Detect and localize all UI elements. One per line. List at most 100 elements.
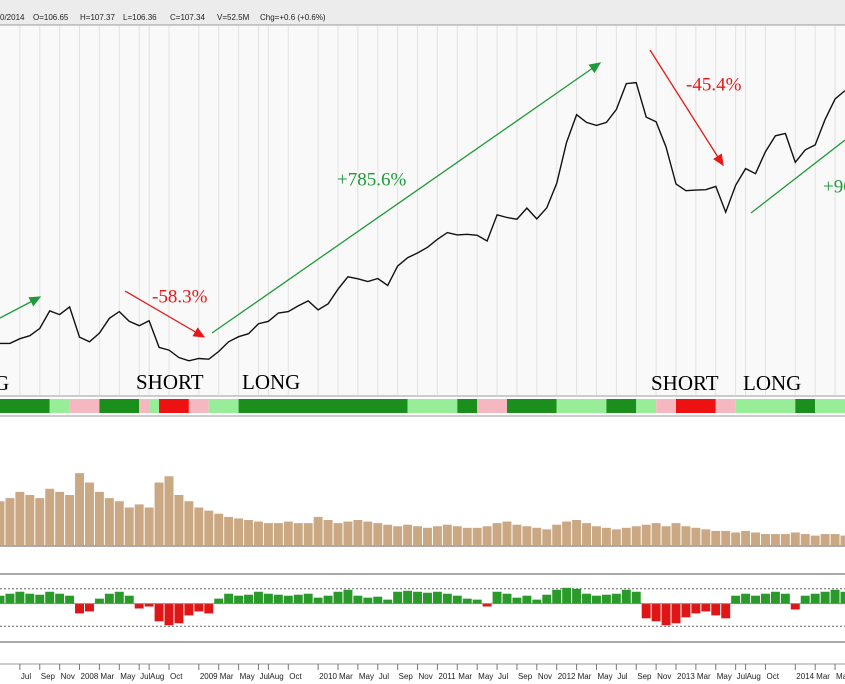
oscillator-bar bbox=[721, 603, 731, 619]
oscillator-bar bbox=[482, 603, 492, 607]
oscillator-bar bbox=[393, 591, 403, 604]
x-tick-label: Mar bbox=[339, 672, 353, 681]
oscillator-bar bbox=[25, 593, 35, 604]
volume-bar bbox=[114, 501, 124, 545]
oscillator-bar bbox=[184, 603, 194, 616]
volume-bar bbox=[770, 534, 780, 545]
regime-segment bbox=[69, 399, 100, 413]
oscillator-bar bbox=[671, 603, 681, 624]
oscillator-bar bbox=[333, 591, 343, 604]
oscillator-bar bbox=[741, 593, 751, 604]
volume-bar bbox=[244, 520, 254, 545]
volume-bar bbox=[343, 521, 353, 545]
regime-label: G bbox=[0, 371, 9, 395]
volume-bar bbox=[363, 521, 373, 545]
volume-bar bbox=[253, 521, 263, 545]
oscillator-bar bbox=[542, 594, 552, 604]
regime-segment bbox=[139, 399, 150, 413]
volume-bar bbox=[552, 524, 562, 545]
x-tick-label: Oct bbox=[766, 672, 779, 681]
volume-bar bbox=[800, 534, 810, 545]
regime-label: LONG bbox=[743, 371, 801, 395]
oscillator-bar bbox=[273, 594, 283, 604]
x-tick-label: 2011 bbox=[438, 672, 456, 681]
oscillator-bar bbox=[94, 598, 104, 604]
oscillator-bar bbox=[244, 594, 254, 604]
x-tick-label: Jul bbox=[379, 672, 389, 681]
oscillator-bar bbox=[5, 593, 15, 604]
volume-bar bbox=[124, 507, 134, 545]
header-bar bbox=[0, 0, 845, 25]
x-tick-label: Jul bbox=[737, 672, 747, 681]
volume-bar bbox=[621, 527, 631, 545]
volume-bar bbox=[393, 526, 403, 545]
volume-bar bbox=[721, 530, 731, 545]
oscillator-bar bbox=[75, 603, 85, 614]
regime-label: SHORT bbox=[651, 371, 719, 395]
regime-segment bbox=[99, 399, 140, 413]
volume-bar bbox=[273, 523, 283, 545]
volume-bar bbox=[482, 526, 492, 545]
volume-bar bbox=[462, 527, 472, 545]
oscillator-bar bbox=[253, 591, 263, 604]
oscillator-bar bbox=[780, 593, 790, 604]
loss-annotation: -58.3% bbox=[152, 286, 208, 307]
x-tick-label: May bbox=[359, 672, 374, 681]
x-tick-label: Mar bbox=[458, 672, 472, 681]
oscillator-bar bbox=[373, 596, 383, 604]
volume-bar bbox=[671, 523, 681, 545]
oscillator-bar bbox=[124, 595, 134, 604]
volume-bar bbox=[174, 495, 184, 545]
price-line bbox=[0, 81, 845, 362]
oscillator-bar bbox=[313, 597, 323, 604]
oscillator-bar bbox=[562, 587, 572, 604]
oscillator-bar bbox=[532, 599, 542, 604]
oscillator-bar bbox=[591, 595, 601, 604]
oscillator-bar bbox=[432, 591, 442, 604]
volume-bar bbox=[353, 520, 363, 545]
trend-arrow bbox=[124, 290, 206, 338]
oscillator-bar bbox=[810, 593, 820, 604]
volume-bar bbox=[432, 526, 442, 545]
oscillator-bar bbox=[462, 598, 472, 604]
x-tick-label: 2012 bbox=[558, 672, 576, 681]
loss-annotation: -45.4% bbox=[686, 74, 742, 95]
oscillator-bar bbox=[611, 593, 621, 604]
x-tick-label: 2009 bbox=[200, 672, 218, 681]
x-tick-label: 2010 bbox=[319, 672, 337, 681]
x-tick-label: 2014 bbox=[796, 672, 814, 681]
regime-segment bbox=[676, 399, 716, 413]
oscillator-bar bbox=[512, 597, 522, 604]
oscillator-bar bbox=[194, 603, 204, 612]
x-tick-label: May bbox=[717, 672, 732, 681]
volume-bar bbox=[234, 518, 244, 545]
oscillator-bar bbox=[572, 588, 582, 604]
volume-bar bbox=[94, 491, 104, 545]
oscillator-bar bbox=[442, 593, 452, 604]
volume-bar bbox=[5, 498, 15, 545]
x-tick-label: Aug bbox=[150, 672, 164, 681]
volume-bar bbox=[383, 524, 393, 545]
volume-bar bbox=[840, 535, 845, 545]
x-tick-label: Jul bbox=[140, 672, 150, 681]
volume-bar bbox=[65, 495, 75, 545]
oscillator-bar bbox=[383, 599, 393, 604]
regime-segment bbox=[636, 399, 657, 413]
regime-segment bbox=[795, 399, 816, 413]
oscillator-bar bbox=[582, 593, 592, 604]
volume-bar bbox=[45, 488, 55, 545]
x-tick-label: Jul bbox=[259, 672, 269, 681]
regime-segment bbox=[815, 399, 845, 413]
volume-bar bbox=[293, 523, 303, 545]
oscillator-bar bbox=[552, 589, 562, 604]
regime-segment bbox=[477, 399, 507, 413]
oscillator-bar bbox=[204, 603, 214, 614]
price-panel bbox=[0, 26, 845, 395]
volume-bar bbox=[601, 527, 611, 545]
x-tick-label: Mar bbox=[816, 672, 830, 681]
header-change: Chg=+0.6 (+0.6%) bbox=[260, 13, 326, 22]
volume-bar bbox=[75, 473, 85, 545]
volume-bar bbox=[591, 526, 601, 545]
header-high: H=107.37 bbox=[80, 13, 115, 22]
volume-bar bbox=[661, 526, 671, 545]
